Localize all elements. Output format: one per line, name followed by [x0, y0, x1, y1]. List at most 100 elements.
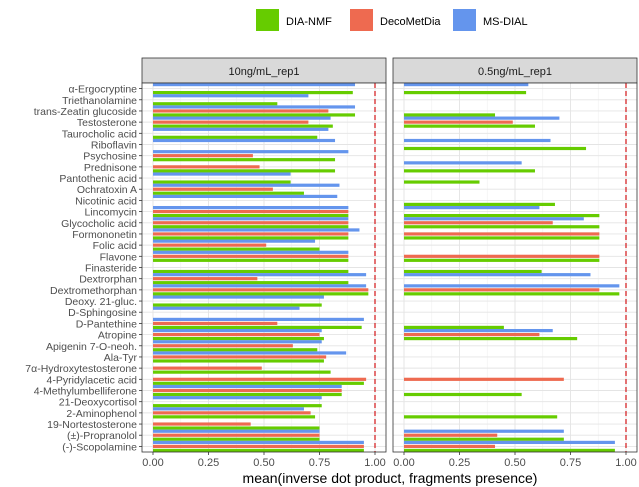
bar-ms-dial-atropine	[153, 328, 322, 333]
bar-decometdia-formononetin	[404, 232, 600, 236]
bar-ms-dial-propranolol	[153, 429, 320, 433]
bar-decometdia-propranolol	[404, 433, 498, 437]
y-tick-label-psychosine: Psychosine	[83, 151, 137, 163]
bar-decometdia-lincomycin	[153, 209, 349, 214]
bar-dia-nmf-scopolamine	[404, 448, 615, 453]
y-tick-label-scopolamine: (-)-Scopolamine	[62, 441, 137, 453]
bar-decometdia-atropine	[404, 332, 540, 337]
bar-ms-dial-glycocholic-acid	[404, 217, 584, 221]
y-tick-label-ochratoxin-a: Ochratoxin A	[77, 184, 137, 196]
y-tick-label-propranolol: (±)-Propranolol	[67, 430, 137, 442]
y-tick-label-flavone: Flavone	[100, 251, 138, 263]
bar-dia-nmf-prednisone	[404, 169, 535, 173]
bar-decometdia-scopolamine	[404, 444, 496, 449]
y-tick-label-folic-acid: Folic acid	[93, 240, 138, 252]
y-tick-label-triethanolamine: Triethanolamine	[62, 95, 137, 107]
y-tick-label-riboflavin: Riboflavin	[91, 140, 137, 152]
bar-dia-nmf-d-pantethine	[404, 325, 504, 330]
bar-dia-nmf-trans-zeatin-glucoside	[153, 113, 356, 117]
bar-dia-nmf-glycocholic-acid	[153, 225, 349, 229]
bar-dia-nmf-propranolol	[404, 437, 564, 441]
bar-ms-dial-glycocholic-acid	[153, 217, 349, 221]
bar-ms-dial-riboflavin	[404, 138, 551, 143]
bar-dia-nmf-ergocryptine	[153, 90, 353, 95]
bar-dia-nmf-formononetin	[404, 236, 600, 240]
y-tick-label-4-pyridylacetic-acid: 4-Pyridylacetic acid	[47, 374, 138, 386]
x-tick-label: 0.50	[253, 457, 274, 469]
bar-dia-nmf-atropine	[404, 336, 578, 341]
bar-ms-dial-deoxy-21-gluc	[153, 295, 324, 299]
bar-ms-dial-scopolamine	[153, 440, 364, 445]
bar-decometdia-atropine	[153, 332, 320, 337]
panel-10ng-ml-rep1: 10ng/mL_rep1 0.00 0.25 0.50 0.75 1.00	[141, 57, 387, 469]
bar-decometdia-7-hydroxytestosterone	[153, 366, 262, 370]
legend-label-ms-dial: MS-DIAL	[483, 16, 528, 28]
bar-decometdia-ochratoxin-a	[153, 187, 273, 191]
bar-dia-nmf-lincomycin	[153, 213, 349, 218]
bar-dia-nmf-propranolol	[153, 437, 320, 441]
bar-ms-dial-4-methylumbelliferone	[153, 384, 342, 389]
bar-ms-dial-pantothenic-acid	[153, 172, 291, 176]
bar-decometdia-dextrorphan	[153, 277, 258, 281]
bar-dia-nmf-riboflavin	[404, 146, 587, 151]
bar-ms-dial-psychosine	[153, 150, 349, 154]
bar-dia-nmf-d-pantethine	[153, 325, 362, 330]
bar-decometdia-flavone	[404, 254, 600, 258]
bar-decometdia-19-nortestosterone	[153, 422, 251, 426]
bar-dia-nmf-2-aminophenol	[153, 415, 316, 419]
bar-ms-dial-apigenin-7-o-neoh	[153, 340, 322, 344]
bar-dia-nmf-ergocryptine	[404, 90, 527, 95]
y-tick-label-pantothenic-acid: Pantothenic acid	[59, 173, 137, 185]
y-tick-label-trans-zeatin-glucoside: trans-Zeatin glucoside	[34, 106, 137, 118]
bar-dia-nmf-atropine	[153, 336, 324, 341]
y-tick-label-glycocholic-acid: Glycocholic acid	[61, 218, 137, 230]
bar-dia-nmf-4-pyridylacetic-acid	[153, 381, 364, 385]
bar-dia-nmf-glycocholic-acid	[404, 225, 600, 229]
bar-ms-dial-lincomycin	[153, 205, 349, 210]
bar-ms-dial-folic-acid	[153, 239, 316, 243]
bar-dia-nmf-folic-acid	[153, 247, 320, 251]
panel-strip	[141, 57, 387, 84]
bar-decometdia-trans-zeatin-glucoside	[153, 109, 329, 113]
bar-ms-dial-dextrorphan	[153, 273, 367, 277]
x-tick-label: 0.75	[560, 457, 581, 469]
bar-dia-nmf-lincomycin	[404, 213, 600, 218]
bar-ms-dial-nicotinic-acid	[153, 194, 338, 199]
y-tick-label-taurocholic-acid: Taurocholic acid	[62, 128, 137, 140]
y-tick-label-nicotinic-acid: Nicotinic acid	[75, 195, 137, 207]
bar-dia-nmf-scopolamine	[153, 448, 364, 453]
bar-ms-dial-trans-zeatin-glucoside	[153, 105, 356, 109]
legend-swatch-decometdia	[350, 9, 373, 31]
legend-swatch-dia-nmf	[256, 9, 279, 31]
bar-ms-dial-testosterone	[153, 116, 331, 120]
bar-dia-nmf-7-hydroxytestosterone	[153, 370, 331, 374]
bar-dia-nmf-formononetin	[153, 236, 349, 240]
bar-decometdia-propranolol	[153, 433, 320, 437]
legend-swatch-ms-dial	[453, 9, 476, 31]
y-tick-label-apigenin-7-o-neoh: Apigenin 7-O-neoh.	[46, 341, 137, 353]
y-tick-label-testosterone: Testosterone	[77, 117, 137, 129]
bar-ms-dial-lincomycin	[404, 205, 540, 210]
bar-decometdia-prednisone	[153, 165, 260, 169]
bar-decometdia-flavone	[153, 254, 349, 258]
legend-label-decometdia: DecoMetDia	[380, 16, 441, 28]
bar-decometdia-scopolamine	[153, 444, 364, 449]
bar-decometdia-glycocholic-acid	[153, 221, 349, 225]
y-tick-label-lincomycin: Lincomycin	[84, 207, 137, 219]
y-tick-label-d-sphingosine: D-Sphingosine	[68, 307, 137, 319]
x-axis-title: mean(inverse dot product, fragments pres…	[243, 470, 538, 486]
legend: DIA-NMF DecoMetDia MS-DIAL	[256, 9, 528, 31]
bar-ms-dial-formononetin	[153, 228, 360, 232]
bar-dia-nmf-dextromethorphan	[404, 292, 620, 296]
y-tick-label-7-hydroxytestosterone: 7α-Hydroxytestosterone	[25, 363, 137, 375]
bar-dia-nmf-prednisone	[153, 169, 336, 173]
bar-ms-dial-ergocryptine	[404, 82, 529, 87]
bar-dia-nmf-ala-tyr	[153, 359, 324, 363]
bar-ms-dial-triethanolamine	[153, 94, 309, 98]
bar-dia-nmf-19-nortestosterone	[153, 426, 320, 430]
bar-ms-dial-propranolol	[404, 429, 564, 433]
bar-dia-nmf-psychosine	[153, 158, 336, 162]
bar-decometdia-dextromethorphan	[153, 288, 369, 292]
x-tick-label: 0.25	[449, 457, 470, 469]
